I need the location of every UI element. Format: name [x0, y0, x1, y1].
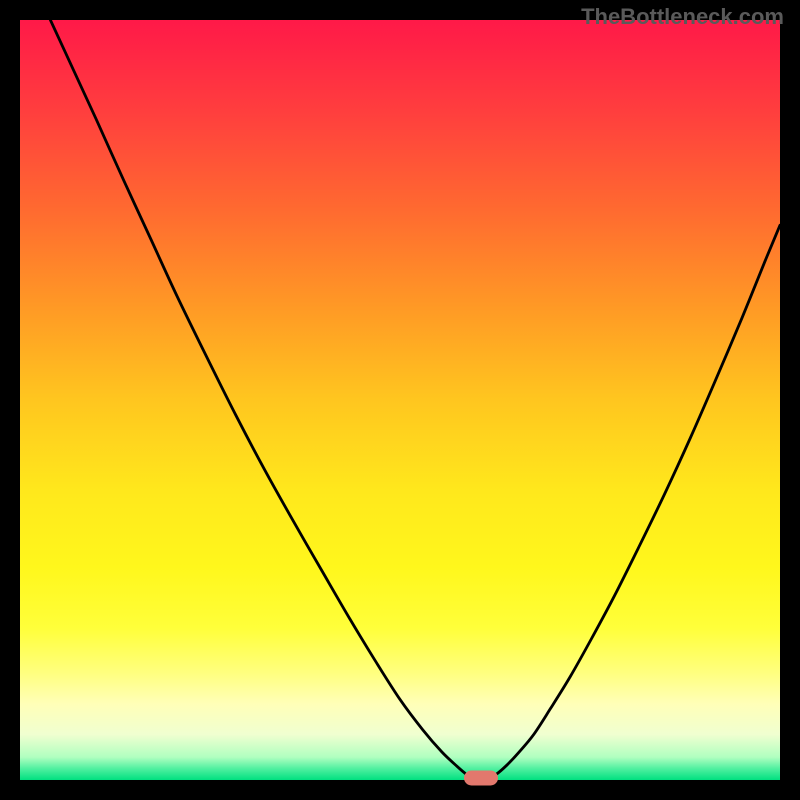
- minimum-marker: [464, 771, 498, 786]
- watermark-text: TheBottleneck.com: [581, 4, 784, 30]
- gradient-background: [20, 20, 780, 780]
- plot-area: [20, 20, 780, 780]
- bottleneck-chart: TheBottleneck.com: [0, 0, 800, 800]
